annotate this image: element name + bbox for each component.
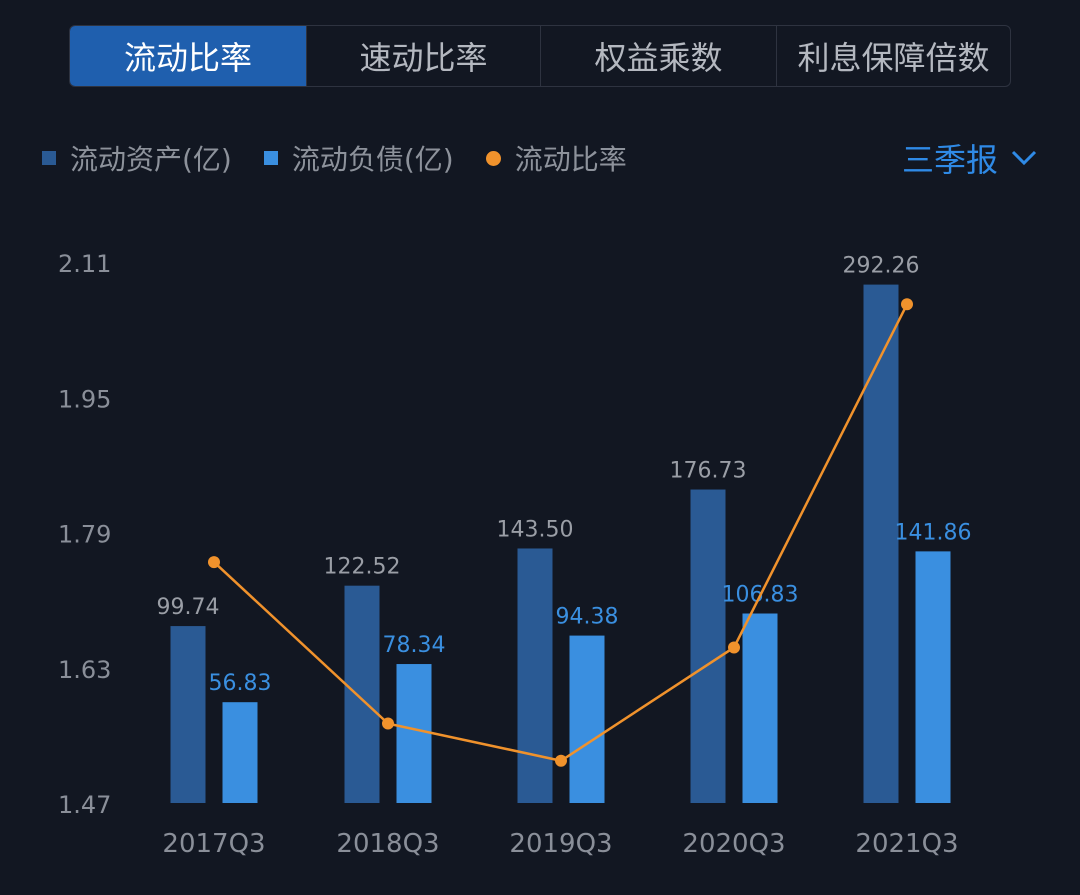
y-tick-label: 2.11 bbox=[58, 250, 111, 278]
data-label-current-assets: 143.50 bbox=[497, 517, 574, 542]
period-selector[interactable]: 三季报 bbox=[902, 136, 1038, 180]
tab-quick-ratio[interactable]: 速动比率 bbox=[306, 26, 540, 86]
data-label-current-liabilities: 141.86 bbox=[895, 520, 972, 545]
y-tick-label: 1.47 bbox=[58, 791, 111, 819]
data-label-current-liabilities: 56.83 bbox=[209, 671, 272, 696]
legend-label: 流动比率 bbox=[514, 143, 627, 176]
bar-current-liabilities bbox=[569, 635, 605, 803]
data-label-current-assets: 292.26 bbox=[843, 254, 920, 279]
bar-current-liabilities bbox=[222, 702, 258, 803]
legend-dot bbox=[485, 150, 501, 166]
legend-item-current-assets[interactable]: 流动资产(亿) bbox=[42, 138, 232, 178]
tab-interest-coverage[interactable]: 利息保障倍数 bbox=[776, 26, 1010, 86]
point-current-ratio bbox=[901, 298, 913, 311]
point-current-ratio bbox=[728, 641, 740, 654]
y-tick-label: 1.79 bbox=[58, 521, 111, 549]
tab-current-ratio[interactable]: 流动比率 bbox=[70, 26, 306, 86]
legend-item-current-liabilities[interactable]: 流动负债(亿) bbox=[263, 138, 454, 178]
legend-label: 流动负债(亿) bbox=[291, 143, 454, 176]
legend-swatch bbox=[263, 151, 278, 165]
bar-current-liabilities bbox=[742, 613, 778, 803]
point-current-ratio bbox=[208, 556, 220, 569]
bar-current-assets bbox=[170, 626, 206, 803]
bar-current-assets bbox=[517, 548, 553, 803]
bar-current-liabilities bbox=[915, 551, 951, 803]
tab-equity-multiplier[interactable]: 权益乘数 bbox=[540, 26, 776, 86]
legend-label: 流动资产(亿) bbox=[70, 143, 232, 176]
x-tick-label: 2019Q3 bbox=[509, 829, 612, 859]
data-label-current-liabilities: 94.38 bbox=[556, 605, 619, 630]
chart-legend: 流动资产(亿) 流动负债(亿) 流动比率 bbox=[42, 138, 659, 178]
data-label-current-assets: 176.73 bbox=[670, 459, 747, 484]
y-tick-label: 1.95 bbox=[58, 385, 111, 413]
bar-current-liabilities bbox=[396, 664, 432, 803]
x-tick-label: 2020Q3 bbox=[682, 829, 785, 859]
ratio-tabs: 流动比率 速动比率 权益乘数 利息保障倍数 bbox=[69, 25, 1011, 87]
data-label-current-liabilities: 78.34 bbox=[383, 633, 446, 658]
bar-current-assets bbox=[690, 489, 726, 803]
x-tick-label: 2021Q3 bbox=[855, 829, 958, 859]
bar-current-assets bbox=[344, 585, 380, 803]
x-tick-label: 2018Q3 bbox=[336, 829, 439, 859]
chevron-down-icon bbox=[1011, 150, 1037, 166]
y-tick-label: 1.63 bbox=[58, 656, 111, 684]
point-current-ratio bbox=[555, 754, 567, 767]
point-current-ratio bbox=[382, 717, 394, 730]
legend-item-current-ratio[interactable]: 流动比率 bbox=[485, 138, 627, 178]
data-label-current-assets: 122.52 bbox=[324, 555, 401, 580]
bar-current-assets bbox=[863, 284, 899, 803]
x-tick-label: 2017Q3 bbox=[162, 829, 265, 859]
legend-swatch bbox=[42, 151, 56, 165]
data-label-current-assets: 99.74 bbox=[157, 595, 220, 620]
period-label: 三季报 bbox=[901, 141, 998, 179]
